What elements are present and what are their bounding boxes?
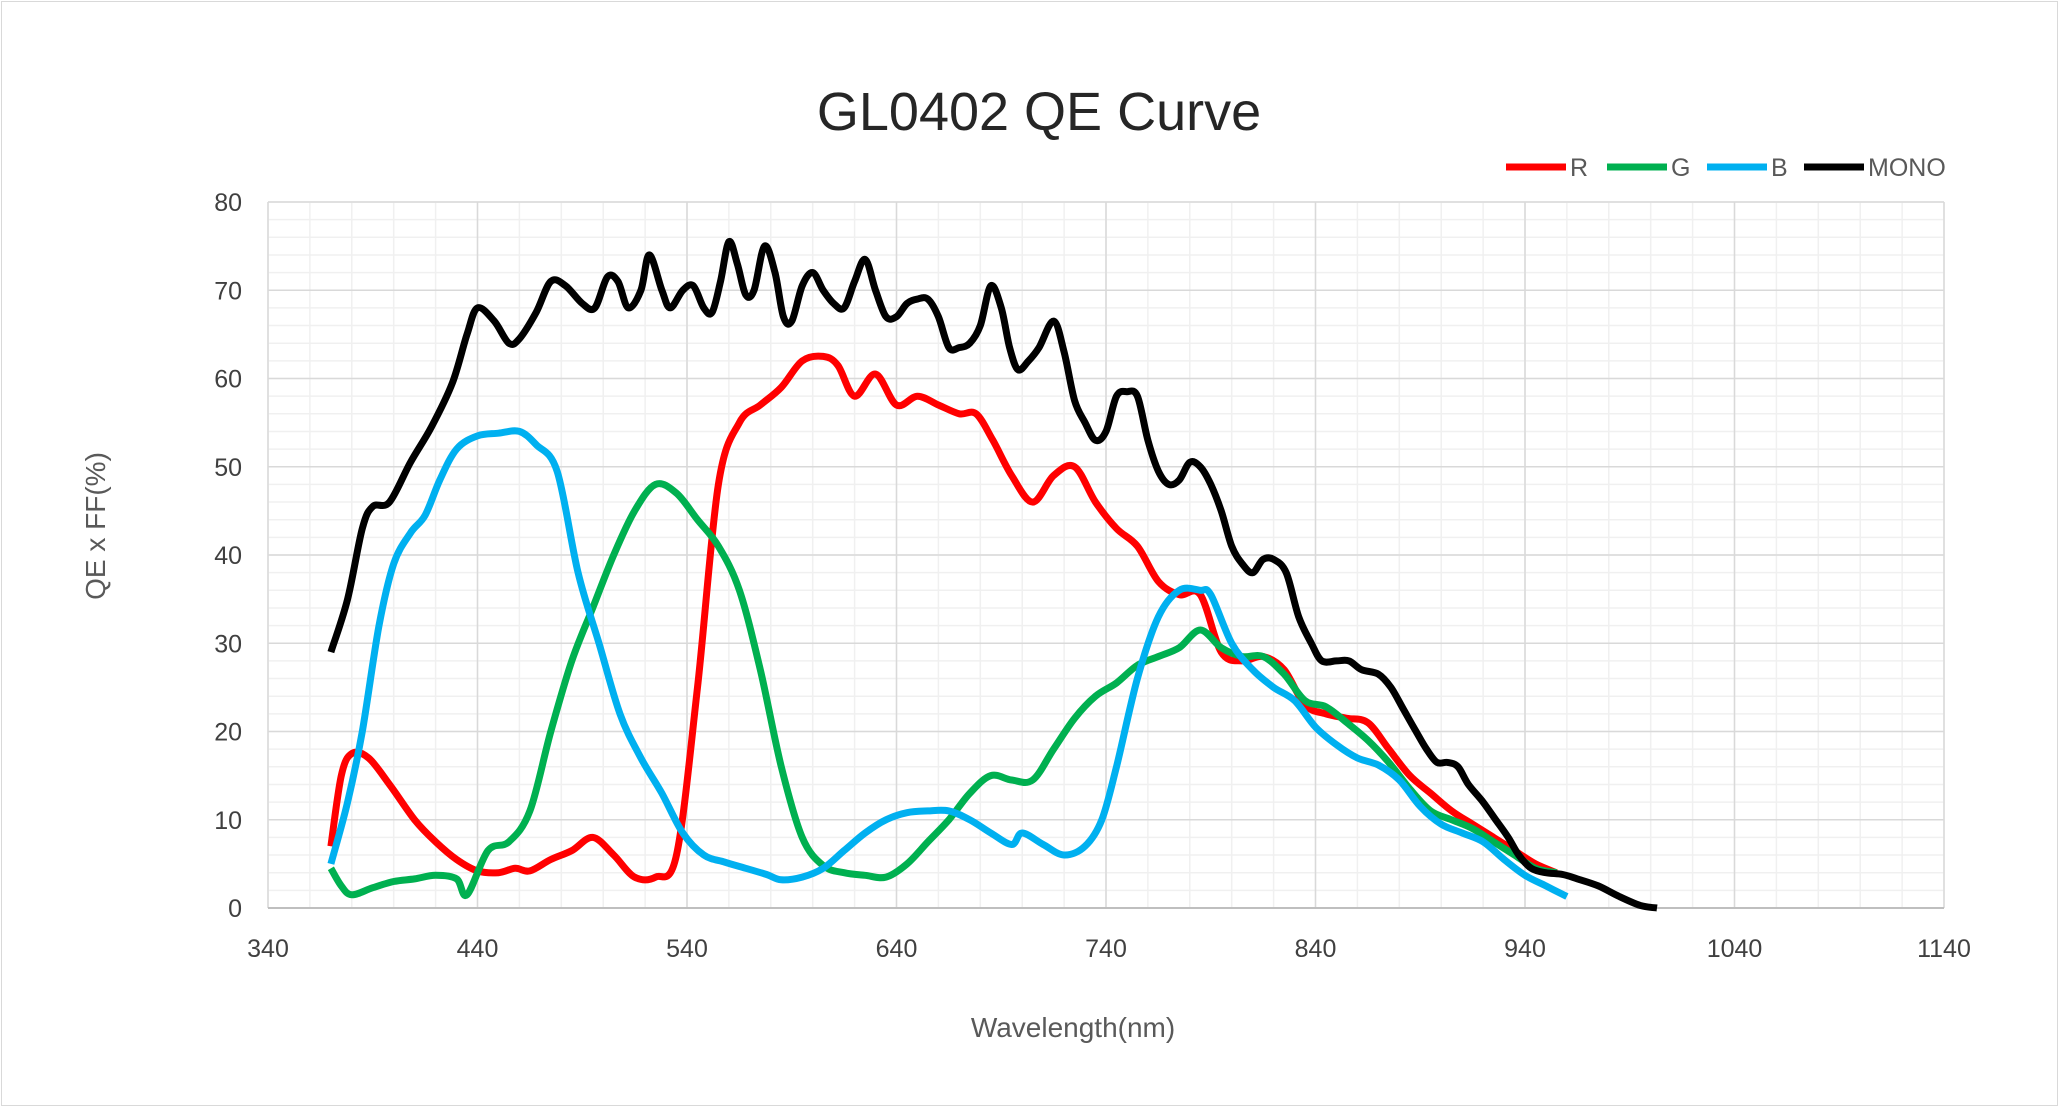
y-tick-label: 30 [214, 630, 242, 658]
legend: R G B MONO [1506, 154, 1946, 182]
x-tick-label: 940 [1504, 935, 1546, 963]
series-line-b [327, 427, 1569, 900]
chart-title: GL0402 QE Curve [817, 82, 1261, 142]
y-tick-label: 80 [214, 189, 242, 217]
y-tick-label: 70 [214, 277, 242, 305]
legend-label-r: R [1570, 154, 1588, 182]
x-tick-label: 840 [1295, 935, 1337, 963]
legend-label-g: G [1671, 154, 1690, 182]
x-tick-label: 1140 [1917, 935, 1971, 963]
x-tick-label: 440 [457, 935, 499, 963]
legend-label-mono: MONO [1868, 154, 1946, 182]
x-tick-label: 640 [876, 935, 918, 963]
x-tick-label: 540 [666, 935, 708, 963]
series-layer [327, 237, 1658, 912]
x-tick-label: 340 [247, 935, 289, 963]
series-line-g [327, 480, 1558, 900]
series-line-mono [327, 237, 1658, 912]
x-tick-label: 740 [1085, 935, 1127, 963]
y-tick-label: 40 [214, 542, 242, 570]
x-tick-label: 1040 [1707, 935, 1763, 963]
y-axis-title: QE x FF(%) [80, 452, 111, 600]
y-tick-label: 50 [214, 454, 242, 482]
y-tick-label: 60 [214, 366, 242, 394]
axis-layer: 340 440 540 640 740 840 940 1040 1140 0 10 20 30 40 50… [214, 189, 1971, 963]
x-axis-title: Wavelength(nm) [971, 1012, 1175, 1043]
y-tick-label: 10 [214, 807, 242, 835]
grid-layer [267, 201, 1945, 909]
legend-label-b: B [1771, 154, 1788, 182]
y-tick-label: 20 [214, 719, 242, 747]
y-tick-label: 0 [228, 895, 242, 923]
series-line-r [327, 352, 1558, 884]
